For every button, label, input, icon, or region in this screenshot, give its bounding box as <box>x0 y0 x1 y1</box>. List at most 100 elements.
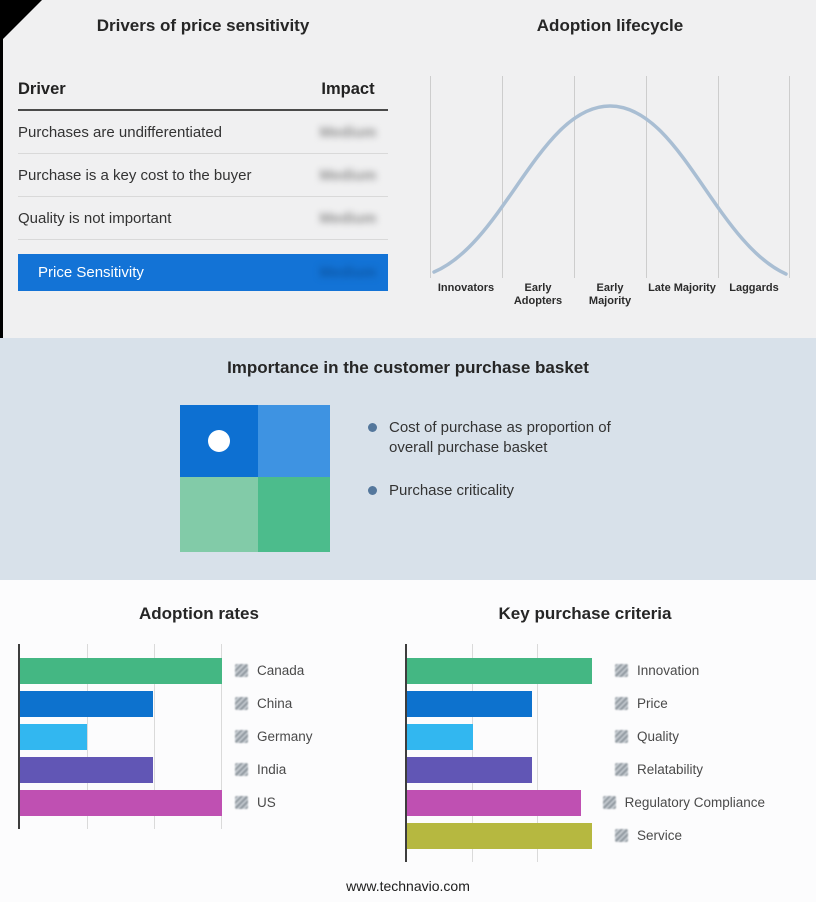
bar-track <box>407 756 602 783</box>
bar-track <box>20 789 222 816</box>
legend-label: Service <box>637 828 683 843</box>
lifecycle-panel-title: Adoption lifecycle <box>536 16 684 35</box>
price-sensitivity-highlight-row: Price Sensitivity Medium <box>18 254 388 291</box>
legend-marker-icon <box>615 730 628 743</box>
bar-canada <box>20 657 222 684</box>
key-purchase-criteria-title: Key purchase criteria <box>498 604 672 623</box>
grid-line <box>472 644 473 862</box>
bar-service <box>407 822 593 849</box>
bar-track <box>20 756 222 783</box>
legend-marker-icon <box>615 829 628 842</box>
adoption-lifecycle-panel: Adoption lifecycle Innovators Early Adop… <box>430 16 790 308</box>
lifecycle-stage-labels: Innovators Early Adopters Early Majority… <box>430 282 790 308</box>
list-item: Cost of purchase as proportion of overal… <box>368 418 644 459</box>
legend-label: Innovation <box>637 663 700 678</box>
legend-marker-icon <box>615 697 628 710</box>
grid-line <box>789 76 790 278</box>
bar-price <box>407 690 532 717</box>
bar-row: Relatability <box>407 753 765 786</box>
legend-label: China <box>257 696 293 711</box>
stage-label: Innovators <box>437 282 495 294</box>
bar-track <box>407 822 602 849</box>
bar-china <box>20 690 154 717</box>
lifecycle-chart <box>430 76 790 278</box>
bar-relatability <box>407 756 532 783</box>
table-row: Purchase is a key cost to the buyer Medi… <box>18 154 388 197</box>
bar-track <box>407 789 590 816</box>
stage-label: Early Majority <box>588 282 632 308</box>
bullet-text: Cost of purchase as proportion of overal… <box>389 419 611 457</box>
bar-regulatory-compliance <box>407 789 581 816</box>
legend-label: Canada <box>257 663 305 678</box>
drivers-panel-title: Drivers of price sensitivity <box>96 16 310 35</box>
bar-row: Quality <box>407 720 765 753</box>
purchase-basket-quadrant <box>180 405 330 552</box>
grid-line <box>537 644 538 862</box>
grid-line <box>154 644 155 829</box>
bar-innovation <box>407 657 593 684</box>
legend-label: Regulatory Compliance <box>624 795 765 810</box>
highlight-impact-cell: Medium <box>319 264 377 281</box>
table-row: Purchases are undifferentiated Medium <box>18 111 388 154</box>
legend-marker-icon <box>615 763 628 776</box>
bar-row: India <box>20 753 380 786</box>
basket-section-title: Importance in the customer purchase bask… <box>227 358 589 377</box>
bar-row: Price <box>407 687 765 720</box>
bar-track <box>20 723 222 750</box>
bar-track <box>407 690 602 717</box>
bullet-icon <box>368 485 377 495</box>
top-section: Drivers of price sensitivity Driver Impa… <box>0 0 816 338</box>
legend-label: Relatability <box>637 762 704 777</box>
stage-label: Late Majority <box>648 282 716 294</box>
quadrant-cell-bottom-left <box>180 477 258 552</box>
impact-cell: Medium <box>319 166 377 184</box>
bar-row: Regulatory Compliance <box>407 786 765 819</box>
impact-cell: Medium <box>319 123 377 141</box>
bar-quality <box>407 723 474 750</box>
stage-label: Laggards <box>729 282 779 294</box>
grid-line <box>430 76 431 278</box>
stage-label: Early Adopters <box>513 282 563 308</box>
bell-curve-svg <box>432 104 788 276</box>
driver-cell: Quality is not important <box>18 209 172 227</box>
bar-india <box>20 756 154 783</box>
bar-track <box>20 657 222 684</box>
bar-rows: Innovation Price Quality Relatability Regula… <box>407 654 765 852</box>
quadrant-cell-top-left <box>180 405 258 477</box>
driver-cell: Purchase is a key cost to the buyer <box>18 166 252 184</box>
legend-label: US <box>257 795 276 810</box>
grid-line <box>718 76 719 278</box>
bottom-charts-section: Adoption rates Canada China Germany India US… <box>0 580 816 902</box>
table-header-row: Driver Impact <box>18 80 388 111</box>
legend-marker-icon <box>235 796 248 809</box>
bar-row: Germany <box>20 720 380 753</box>
grid-line <box>87 644 88 829</box>
list-item: Purchase criticality <box>368 481 644 501</box>
col-header-driver: Driver <box>18 80 66 98</box>
quadrant-cell-bottom-right <box>258 477 330 552</box>
price-sensitivity-panel: Drivers of price sensitivity Driver Impa… <box>18 16 388 291</box>
legend-marker-icon <box>235 730 248 743</box>
col-header-impact: Impact <box>321 80 375 98</box>
adoption-rates-chart: Canada China Germany India US <box>18 644 380 829</box>
table-row: Quality is not important Medium <box>18 197 388 240</box>
legend-label: India <box>257 762 287 777</box>
legend-marker-icon <box>235 763 248 776</box>
basket-bullet-list: Cost of purchase as proportion of overal… <box>368 418 644 523</box>
footer-link[interactable]: www.technavio.com <box>346 878 470 894</box>
bar-row: Innovation <box>407 654 765 687</box>
grid-line <box>646 76 647 278</box>
bar-row: Canada <box>20 654 380 687</box>
adoption-curve <box>432 104 788 276</box>
grid-line <box>502 76 503 278</box>
bar-track <box>407 657 602 684</box>
adoption-rates-title: Adoption rates <box>139 604 259 623</box>
legend-marker-icon <box>602 796 616 809</box>
bar-germany <box>20 723 87 750</box>
bar-row: Service <box>407 819 765 852</box>
bar-us <box>20 789 222 816</box>
purchase-basket-section: Importance in the customer purchase bask… <box>0 338 816 580</box>
adoption-rates-panel: Adoption rates Canada China Germany India US <box>18 604 380 829</box>
grid-line <box>574 76 575 278</box>
